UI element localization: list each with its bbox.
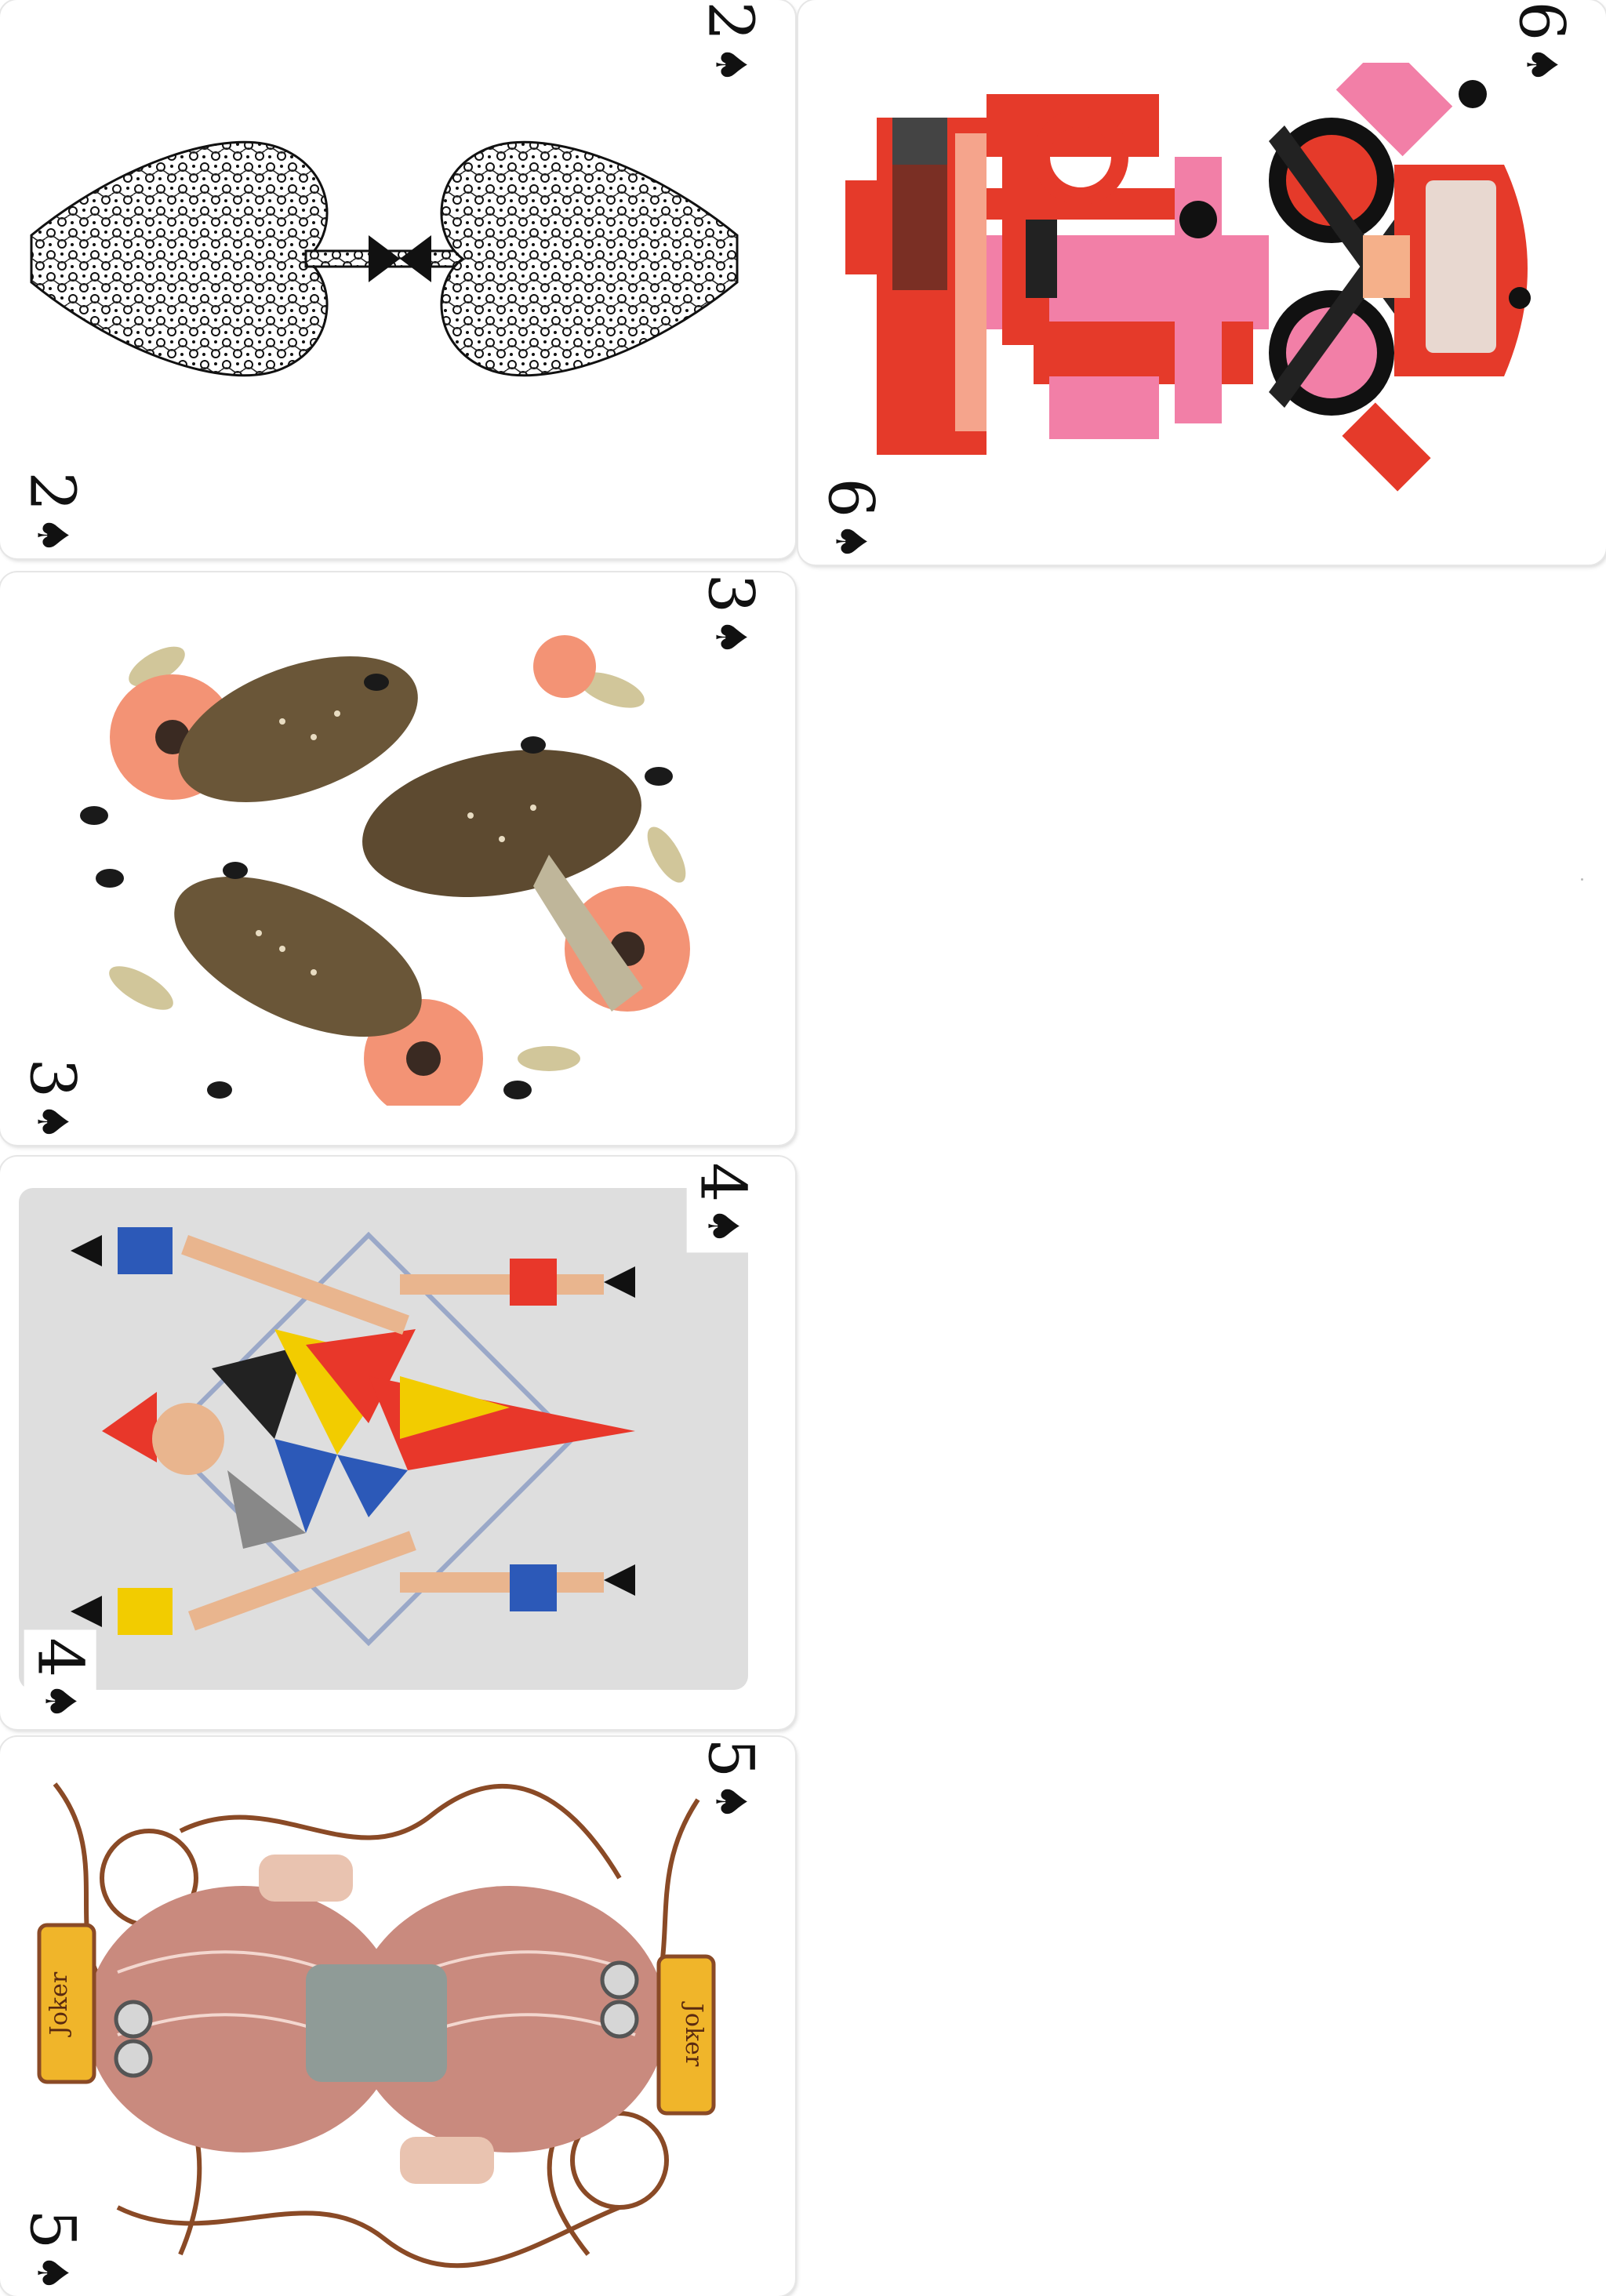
card-index-bottom: 6 ♠ xyxy=(814,478,888,561)
card-index-bottom: 5 ♠ xyxy=(16,2209,89,2292)
card-index-top: 2 ♠ xyxy=(694,1,768,84)
card-index-bottom: 4 ♠ xyxy=(24,1629,97,1728)
banner-text-left: Joker xyxy=(45,1971,73,2037)
geometric-king-art xyxy=(845,63,1567,502)
geometric-figure-art xyxy=(71,1204,667,1658)
ornate-double-spade-art xyxy=(24,118,745,447)
scanner-speck xyxy=(1581,878,1583,881)
card-index-top: 4 ♠ xyxy=(686,1157,759,1253)
birds-and-poppies-art xyxy=(63,619,721,1106)
banner-text-right: Joker xyxy=(680,2001,707,2067)
card-2-of-spades: 2 ♠ 2 ♠ xyxy=(0,0,795,558)
card-5-of-spades: 5 ♠ xyxy=(0,1737,795,2296)
card-6-of-spades: 6 ♠ xyxy=(798,0,1606,565)
card-index-bottom: 2 ♠ xyxy=(16,471,89,554)
long-haired-twins-art: Joker Joker xyxy=(24,1768,729,2270)
card-3-of-spades: 3 ♠ xyxy=(0,572,795,1145)
card-4-of-spades: 4 ♠ xyxy=(0,1157,795,1729)
card-index-bottom: 3 ♠ xyxy=(16,1058,89,1141)
